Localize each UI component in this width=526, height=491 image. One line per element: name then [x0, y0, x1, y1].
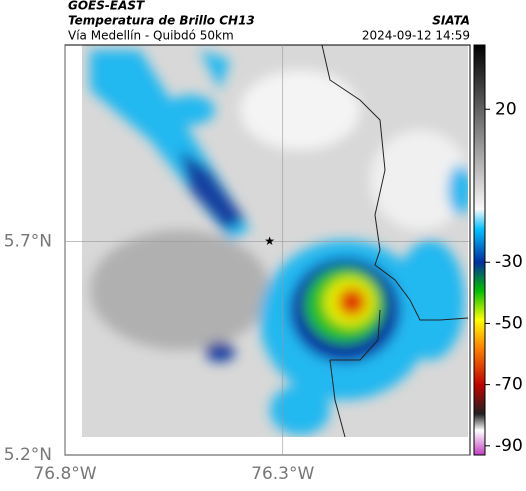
colorbar-tick-label: -90	[495, 436, 523, 456]
caption: Vía Medellín - Quibdó 50km	[68, 29, 234, 43]
y-tick-label: 5.2°N	[4, 445, 52, 465]
y-tick-label: 5.7°N	[4, 231, 52, 251]
axes: 76.8°W 76.3°W 5.2°N 5.7°N 20 -30 -50 -70 -90 ★	[4, 45, 523, 484]
title: GOES-EAST	[68, 0, 145, 13]
colorbar-tick-label: -50	[495, 313, 523, 333]
colorbar-tick-label: -70	[495, 375, 523, 395]
source: SIATA	[432, 14, 470, 28]
station-marker: ★	[264, 234, 275, 248]
colorbar	[473, 44, 486, 456]
imagery	[82, 45, 468, 437]
x-tick-label: 76.8°W	[33, 464, 96, 484]
timestamp: 2024-09-12 14:59	[362, 29, 470, 43]
x-tick-label: 76.3°W	[251, 464, 314, 484]
subtitle: Temperatura de Brillo CH13	[68, 14, 255, 28]
colorbar-tick-label: 20	[495, 99, 517, 119]
colorbar-tick-label: -30	[495, 252, 523, 272]
